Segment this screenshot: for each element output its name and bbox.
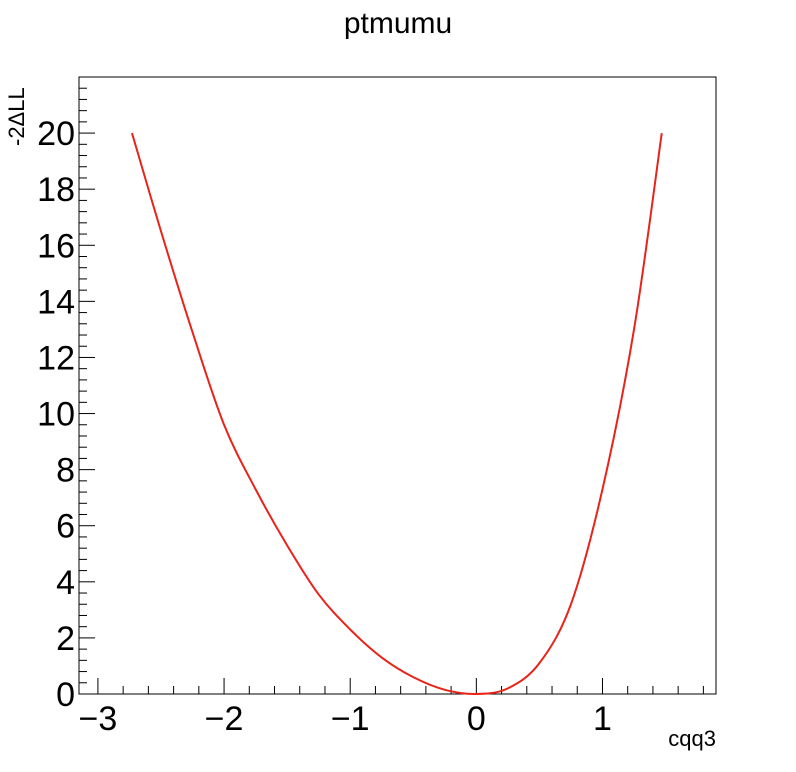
y-axis-label: -2ΔLL [4, 87, 29, 146]
y-tick-label: 8 [56, 452, 75, 490]
y-tick-label: 0 [56, 676, 75, 714]
y-tick-label: 10 [37, 396, 75, 434]
plot-frame [78, 76, 717, 695]
y-tick-label: 6 [56, 508, 75, 546]
x-tick-label: 1 [593, 700, 612, 738]
x-tick-label: −2 [205, 700, 244, 738]
y-tick-label: 18 [37, 171, 75, 209]
series-line [131, 132, 663, 696]
y-tick-label: 12 [37, 339, 75, 377]
y-tick-label: 2 [56, 620, 75, 658]
x-axis-label: cqq3 [668, 726, 716, 751]
y-tick-label: 14 [37, 283, 75, 321]
chart-title: ptmumu [344, 7, 452, 40]
x-tick-label: −1 [331, 700, 370, 738]
axis-tick-labels: 0 2 4 6 8 10 12 14 16 18 20 −3 −2 −1 0 1 [37, 115, 612, 738]
y-tick-label: 20 [37, 115, 75, 153]
x-tick-label: 0 [467, 700, 486, 738]
y-tick-label: 16 [37, 227, 75, 265]
y-tick-label: 4 [56, 564, 75, 602]
axis-ticks [79, 76, 704, 695]
x-tick-label: −3 [79, 700, 118, 738]
series-group [131, 132, 663, 696]
